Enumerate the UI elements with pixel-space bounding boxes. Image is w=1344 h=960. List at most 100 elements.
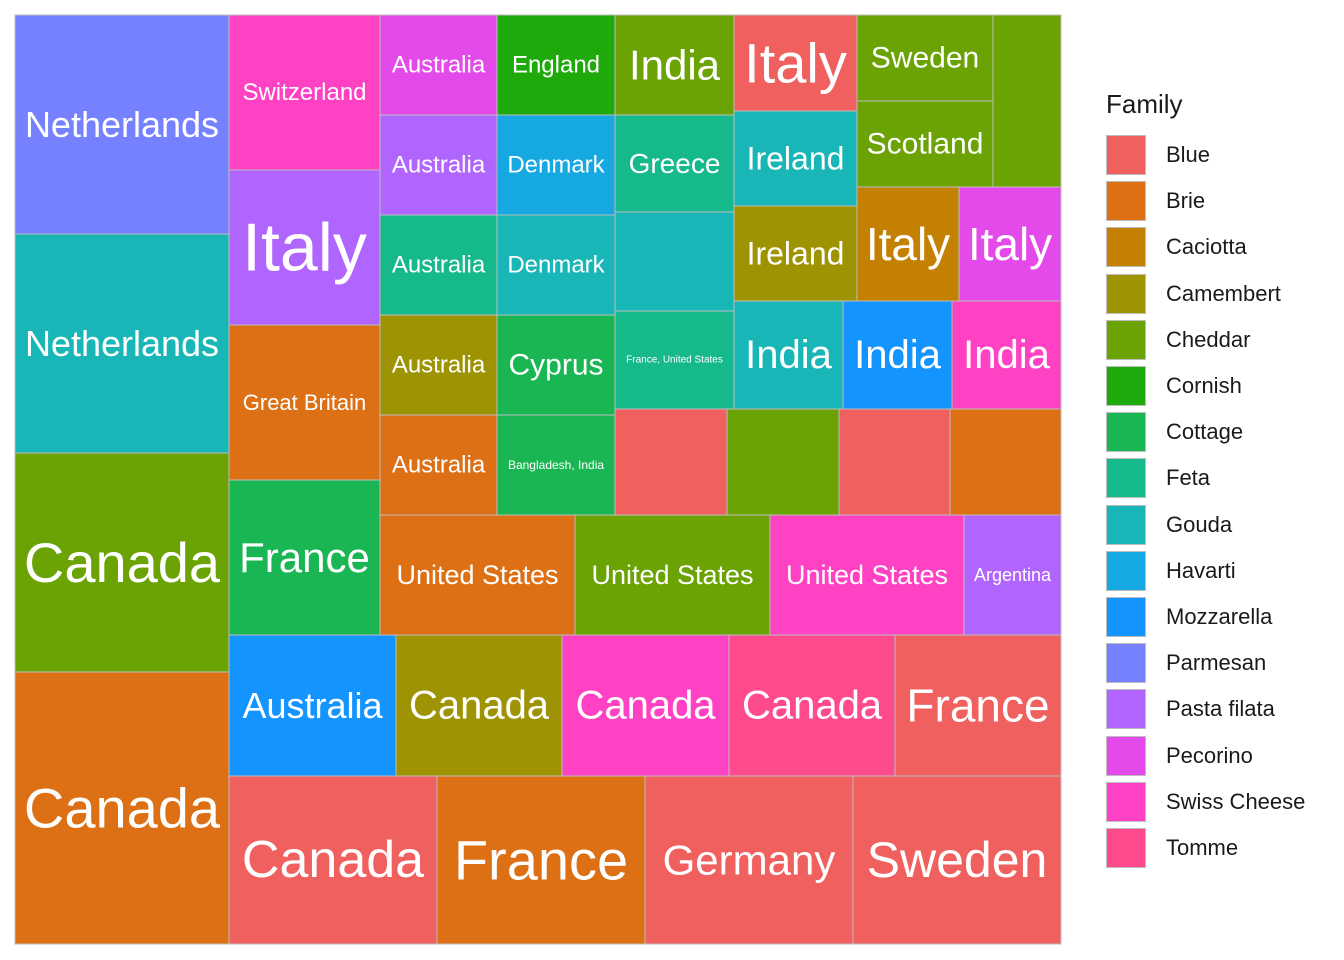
legend-swatch	[1106, 781, 1146, 822]
tile-label: Switzerland	[242, 79, 366, 106]
tile-rect	[958, 186, 1062, 302]
tile-denmark-gouda: Denmark	[496, 214, 616, 316]
tile-rect	[395, 634, 563, 777]
legend-item-blue: Blue	[1106, 132, 1305, 178]
tile-canada-camembert: Canada	[395, 634, 563, 777]
tile-label: Denmark	[507, 252, 605, 279]
tile-cyprus-cottage: Cyprus	[496, 314, 616, 416]
tile-label: Australia	[392, 152, 486, 179]
tile-label: Italy	[968, 218, 1052, 270]
legend-item-tomme: Tomme	[1106, 825, 1305, 871]
legend-item-cornish: Cornish	[1106, 363, 1305, 409]
tile-rect	[228, 479, 381, 636]
tile-ireland-camembert: Ireland	[733, 205, 858, 302]
tile-australia-mozzarella: Australia	[228, 634, 397, 777]
tile-label: Canada	[242, 831, 424, 889]
tile-canada-swiss-cheese: Canada	[561, 634, 730, 777]
tile-label: Italy	[866, 218, 950, 270]
legend-swatch	[1106, 181, 1146, 222]
legend-label: Cornish	[1166, 373, 1242, 399]
legend-item-caciotta: Caciotta	[1106, 224, 1305, 270]
tile-france-united-states-feta: France, United States	[614, 310, 735, 410]
legend-label: Blue	[1166, 142, 1211, 168]
tile-label: England	[512, 52, 600, 79]
tile-rect	[496, 114, 616, 216]
tile-unlabeled-blue	[614, 408, 728, 516]
legend-label: Caciotta	[1166, 234, 1247, 260]
tile-scotland-cheddar: Scotland	[856, 100, 994, 188]
tile-australia-feta: Australia	[379, 214, 498, 316]
tile-india-swiss-cheese: India	[951, 300, 1062, 410]
tile-rect	[852, 775, 1062, 945]
tile-label: Scotland	[867, 128, 984, 161]
legend-label: Feta	[1166, 465, 1211, 491]
tile-france-blue: France	[894, 634, 1062, 777]
tile-netherlands-parmesan: Netherlands	[14, 14, 230, 235]
tile-ireland-gouda: Ireland	[733, 110, 858, 207]
tile-rect	[728, 634, 896, 777]
tile-italy-caciotta: Italy	[856, 186, 960, 302]
tile-italy-pecorino: Italy	[958, 186, 1062, 302]
tile-label: India	[629, 42, 721, 89]
legend-title: Family	[1106, 89, 1183, 119]
tile-argentina-pasta-filata: Argentina	[963, 514, 1062, 636]
treemap-chart: Netherlands Netherlands Canada Canada Switze…	[14, 14, 1062, 945]
tile-rect	[614, 14, 735, 116]
legend-swatch	[1106, 735, 1146, 776]
legend-swatch	[1106, 643, 1146, 684]
legend-swatch	[1106, 412, 1146, 453]
tile-germany-blue: Germany	[644, 775, 854, 945]
tile-label: Cyprus	[508, 349, 603, 382]
tile-rect	[769, 514, 965, 636]
tile-united-states-cheddar: United States	[574, 514, 771, 636]
tile-denmark-havarti: Denmark	[496, 114, 616, 216]
tile-rect	[726, 408, 840, 516]
tile-label: Greece	[629, 148, 721, 179]
tile-rect	[733, 14, 858, 112]
tile-label: Bangladesh, India	[508, 458, 604, 472]
tile-label: France	[906, 680, 1049, 732]
tile-label: Australia	[392, 252, 486, 279]
tile-rect	[614, 211, 735, 312]
legend-swatch	[1106, 596, 1146, 637]
tile-rect	[14, 14, 230, 235]
tile-bangladesh-india-cottage: Bangladesh, India	[496, 414, 616, 516]
tile-rect	[496, 314, 616, 416]
tile-label: Denmark	[507, 152, 605, 179]
tile-label: Netherlands	[25, 104, 219, 145]
tile-canada-blue: Canada	[228, 775, 438, 945]
tile-label: Italy	[242, 210, 367, 286]
tile-label: Australia	[392, 52, 486, 79]
legend-item-parmesan: Parmesan	[1106, 640, 1305, 686]
legend-label: Mozzarella	[1166, 603, 1273, 629]
tile-rect	[856, 186, 960, 302]
tile-unlabeled-cheddar	[726, 408, 840, 516]
legend-swatch	[1106, 827, 1146, 868]
legend-item-swiss-cheese: Swiss Cheese	[1106, 779, 1305, 825]
tile-rect	[14, 671, 230, 945]
legend-item-mozzarella: Mozzarella	[1106, 594, 1305, 640]
tile-label: Argentina	[974, 565, 1052, 585]
tile-greece-feta: Greece	[614, 114, 735, 213]
tile-label: Australia	[392, 452, 486, 479]
tile-label: Sweden	[871, 42, 979, 75]
legend-item-gouda: Gouda	[1106, 502, 1305, 548]
tile-rect	[963, 514, 1062, 636]
tile-label: Canada	[575, 684, 716, 728]
tile-united-states-brie: United States	[379, 514, 576, 636]
tile-label: India	[854, 333, 941, 377]
tile-rect	[228, 775, 438, 945]
legend-label: Havarti	[1166, 557, 1236, 583]
legend-label: Camembert	[1166, 280, 1281, 306]
tile-rect	[894, 634, 1062, 777]
tile-italy-pasta-filata: Italy	[228, 169, 381, 326]
tile-unlabeled-blue	[838, 408, 951, 516]
tile-label: United States	[786, 560, 948, 590]
tile-label: Italy	[744, 32, 847, 95]
tile-sweden-blue: Sweden	[852, 775, 1062, 945]
tile-rect	[644, 775, 854, 945]
tile-rect	[14, 452, 230, 673]
tile-label: Australia	[242, 685, 383, 726]
legend-item-cottage: Cottage	[1106, 409, 1305, 455]
tile-italy-blue: Italy	[733, 14, 858, 112]
